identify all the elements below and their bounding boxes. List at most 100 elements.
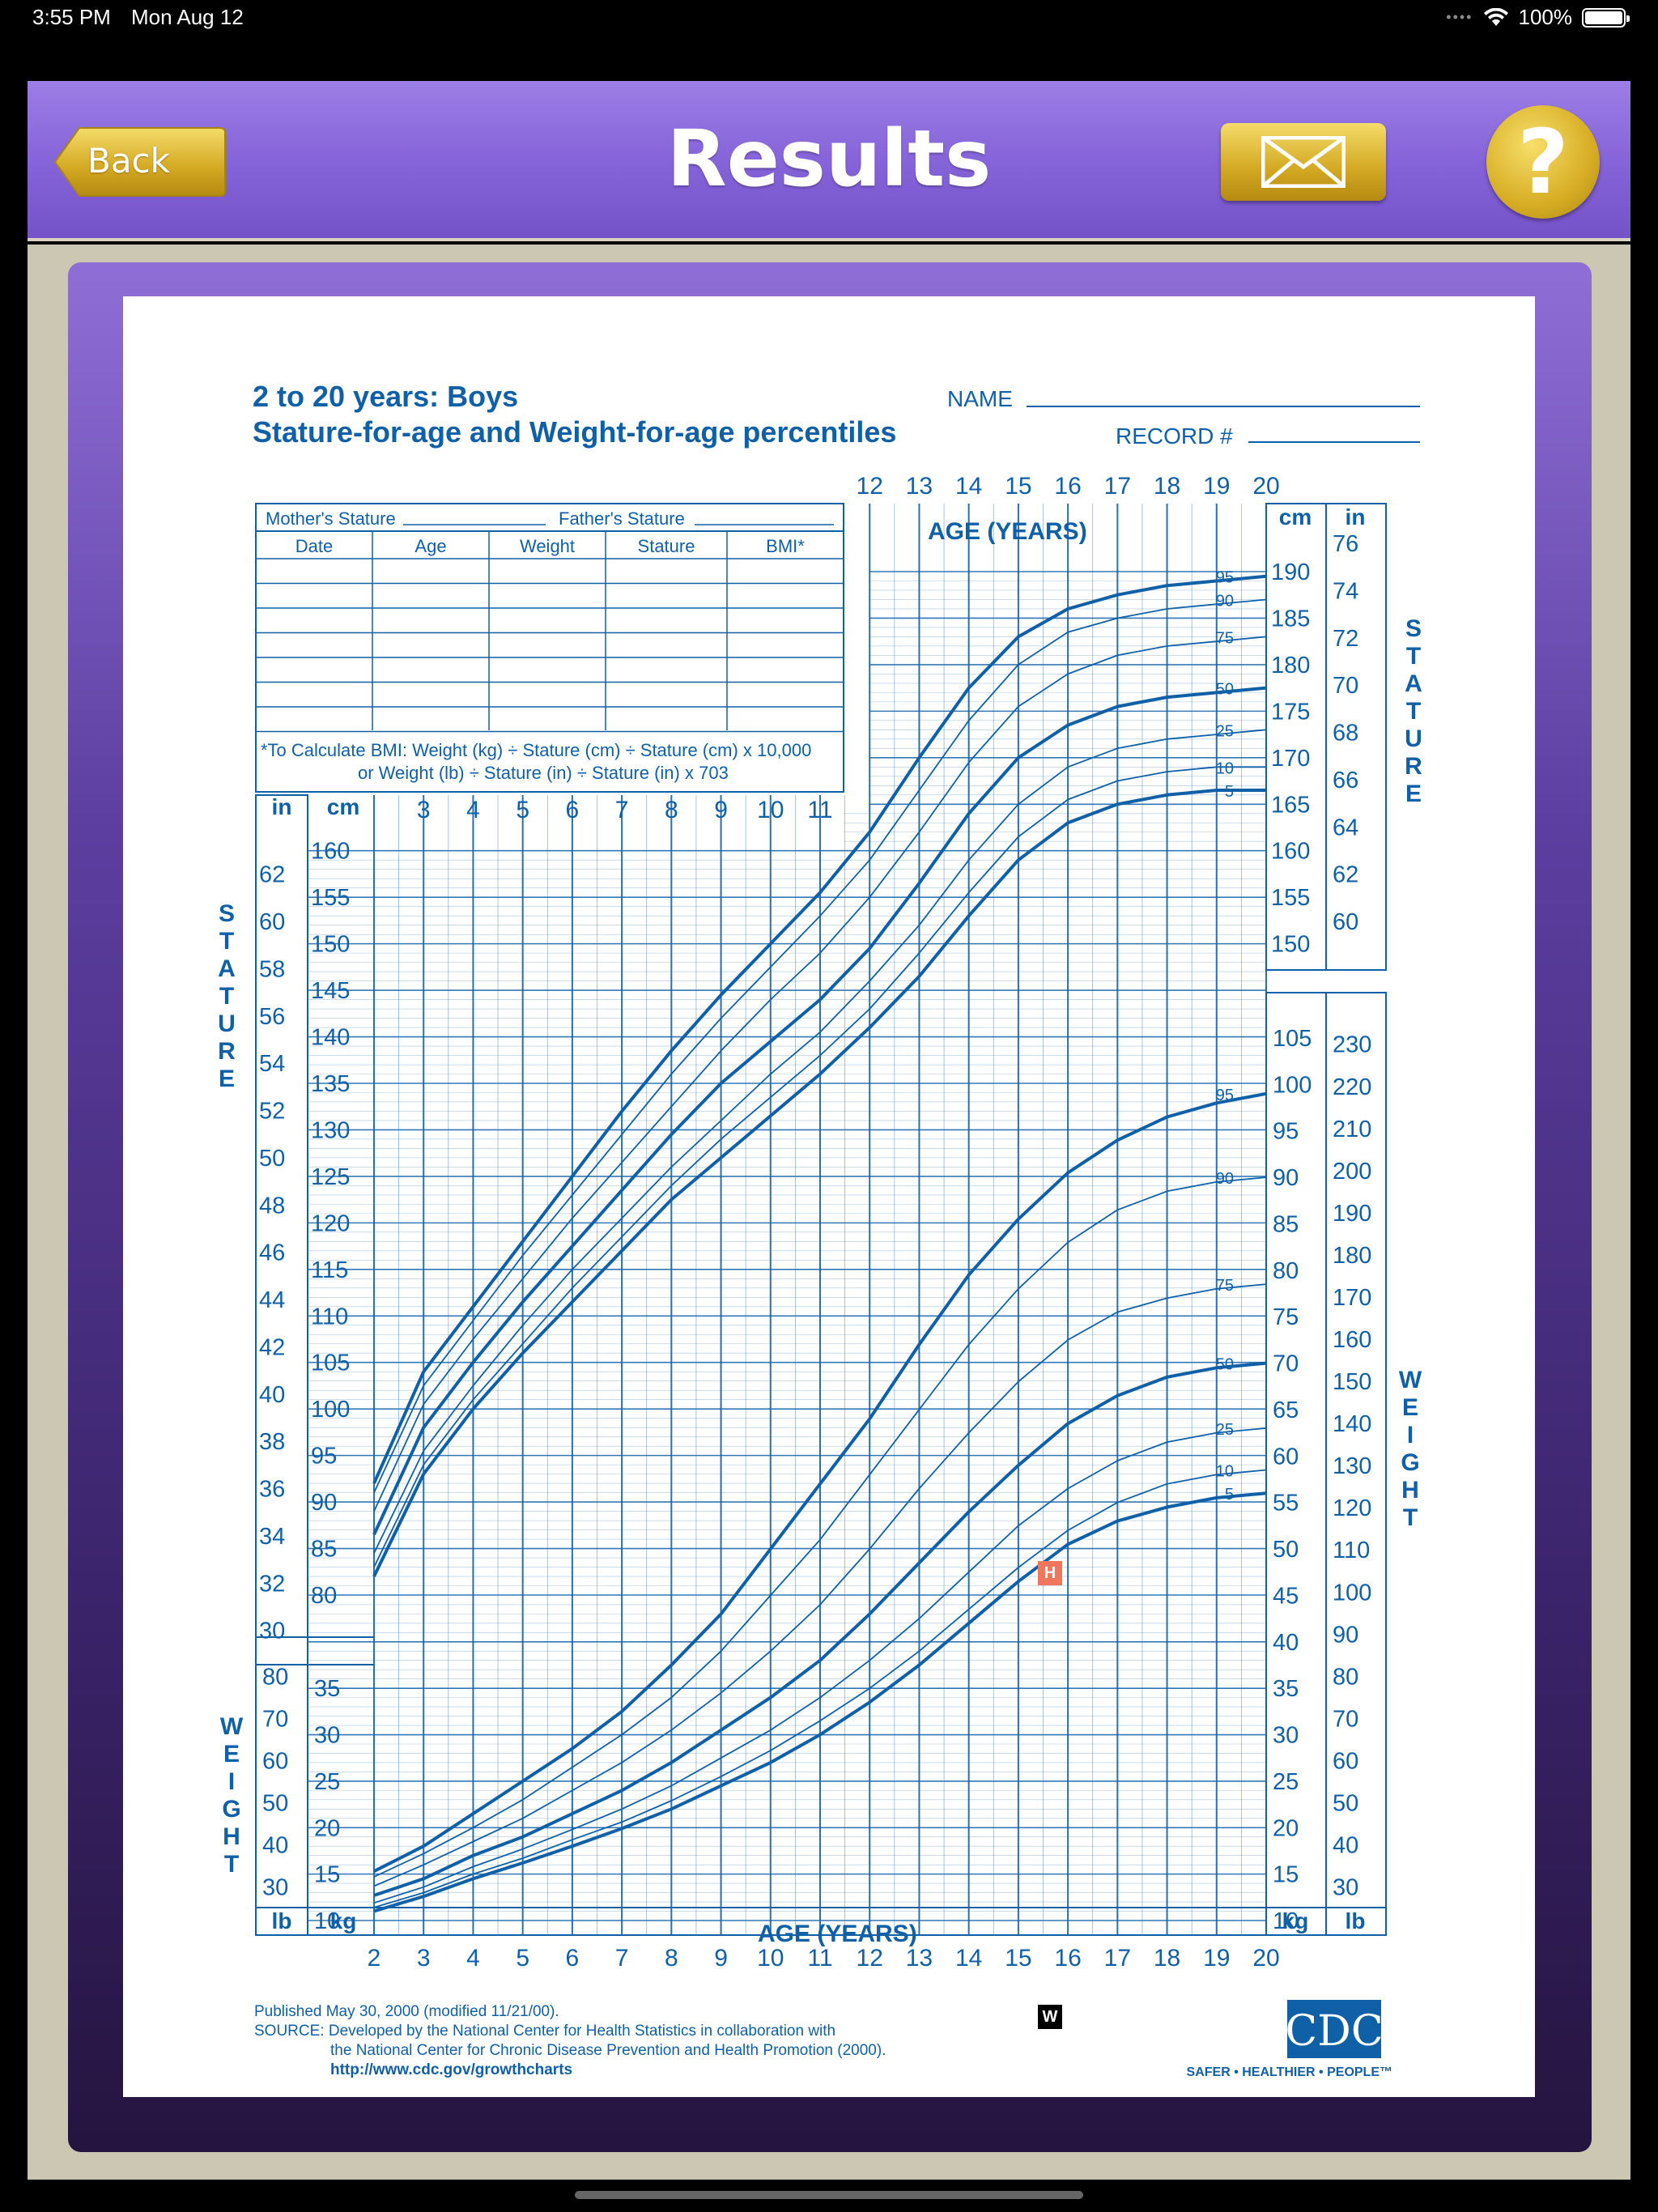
stature-cm-tick-left: 130 [311,1117,350,1143]
age-tick-bottom: 19 [1203,1945,1230,1972]
weight-curve-label-p75: 75 [1216,1277,1234,1295]
home-indicator[interactable] [575,2191,1083,2199]
stature-in-tick-left: 38 [259,1429,285,1455]
weight-lb-tick-right: 80 [1333,1664,1358,1690]
age-tick-bottom: 9 [714,1945,728,1972]
weight-curve-p90 [373,1176,1267,1878]
stature-curve-label-p25: 25 [1216,722,1234,740]
stature-cm-tick-left: 125 [311,1164,350,1190]
weight-curve-p50 [373,1361,1267,1897]
unit-lb-left: lb [272,1908,292,1933]
bottom-unit-bar [255,1907,1387,1936]
stature-in-tick-left: 44 [259,1287,285,1313]
stature-cm-tick-left: 155 [311,885,350,911]
age-tick-bottom: 20 [1252,1945,1279,1972]
stature-cm-tick-right: 180 [1271,653,1310,678]
stature-in-tick-left: 60 [259,909,285,935]
height-marker[interactable]: H [1038,1561,1062,1585]
back-label: Back [87,141,170,181]
stature-in-tick-right: 64 [1333,815,1358,840]
weight-lb-tick-left: 60 [262,1748,288,1774]
age-tick-top: 19 [1203,473,1230,500]
stature-in-tick-left: 62 [259,862,285,888]
weight-kg-tick-left: 15 [314,1862,340,1888]
weight-label-right-letter: G [1401,1449,1419,1476]
weight-kg-tick-right: 30 [1273,1723,1299,1749]
stature-in-tick-left: 32 [259,1571,285,1597]
age-tick-top: 14 [955,473,982,500]
weight-kg-tick-right: 95 [1273,1119,1299,1145]
stature-cm-tick-left: 80 [311,1583,337,1609]
weight-lb-tick-right: 140 [1333,1411,1371,1437]
stature-cm-tick-left: 115 [311,1257,348,1283]
footer-source-1: SOURCE: Developed by the National Center… [254,2023,835,2040]
weight-kg-tick-right: 100 [1273,1072,1312,1098]
stature-label-right-letter: S [1405,615,1422,642]
stature-cm-tick-left: 105 [311,1351,350,1376]
weight-kg-tick-right: 75 [1273,1304,1299,1330]
weight-kg-tick-right: 15 [1273,1862,1299,1888]
stature-label-left-letter: T [219,928,234,955]
cellular-icon: •••• [1446,9,1473,25]
weight-marker[interactable]: W [1038,2005,1062,2029]
stature-label-left-letter: S [219,900,235,927]
age-tick-mid: 5 [516,797,529,823]
weight-curve-label-p90: 90 [1216,1170,1234,1188]
age-tick-top: 12 [857,473,883,500]
chart-grid [308,504,1267,1935]
weight-lb-tick-right: 60 [1333,1748,1358,1774]
stature-label-left-letter: R [218,1038,236,1065]
weight-kg-tick-right: 40 [1273,1630,1299,1656]
cdc-tagline: SAFER • HEALTHIER • PEOPLE™ [1187,2065,1392,2079]
weight-kg-tick-left: 30 [314,1723,340,1749]
stature-curve-p95 [372,574,1267,1484]
weight-label-right-letter: W [1399,1367,1422,1393]
stature-cm-tick-left: 160 [311,839,350,865]
weight-curve-label-p10: 10 [1216,1463,1234,1481]
unit-in-left: in [272,794,292,819]
growth-chart-svg: 2 to 20 years: Boys Stature-for-age and … [218,380,1422,2079]
weight-lb-tick-left: 50 [262,1791,288,1817]
age-tick-top: 20 [1252,473,1279,500]
stature-in-tick-left: 40 [259,1382,285,1408]
weight-lb-tick-right: 100 [1333,1580,1371,1606]
stature-in-tick-right: 60 [1333,909,1358,935]
stature-curve-label-p5: 5 [1225,783,1234,801]
mothers-stature-label: Mother's Stature [266,508,396,529]
stature-curve-p25 [373,729,1267,1554]
weight-lb-tick-right: 50 [1333,1791,1358,1817]
weight-lb-tick-left: 40 [262,1833,288,1859]
footer-published: Published May 30, 2000 (modified 11/21/0… [254,2003,559,2020]
age-tick-bottom: 7 [615,1945,629,1972]
help-button[interactable]: ? [1486,105,1600,219]
stature-cm-tick-right: 165 [1271,792,1310,818]
stature-label-left-letter: T [219,983,234,1010]
weight-kg-tick-left: 35 [314,1676,340,1702]
weight-lb-tick-left: 70 [262,1706,288,1732]
stature-curve-p5 [372,789,1266,1577]
unit-cm-left: cm [327,794,359,819]
table-header-age: Age [414,536,446,556]
envelope-icon [1261,136,1346,188]
back-button[interactable]: Back [52,125,228,199]
table-headers: Date Age Weight Stature BMI* [295,536,806,556]
footer-url[interactable]: http://www.cdc.gov/growthcharts [330,2061,572,2078]
stature-curve-p75 [373,636,1267,1512]
stature-cm-tick-right: 190 [1271,559,1310,585]
weight-lb-tick-right: 120 [1333,1495,1371,1521]
stature-in-tick-left: 34 [259,1524,285,1550]
stature-in-tick-left: 52 [259,1099,285,1125]
weight-lb-tick-right: 230 [1333,1032,1371,1058]
age-tick-mid: 7 [615,797,629,823]
email-button[interactable] [1221,123,1386,201]
weight-lb-tick-right: 180 [1333,1243,1371,1269]
bmi-note-2: or Weight (lb) ÷ Stature (in) ÷ Stature … [358,763,729,783]
age-tick-mid: 11 [807,797,832,823]
age-tick-mid: 4 [466,797,480,823]
weight-label-right-letter: T [1403,1504,1418,1531]
stature-curve-label-p95: 95 [1216,569,1234,587]
weight-lb-tick-right: 40 [1333,1833,1358,1859]
stature-in-tick-right: 74 [1333,578,1358,604]
unit-kg-left: kg [330,1908,357,1933]
